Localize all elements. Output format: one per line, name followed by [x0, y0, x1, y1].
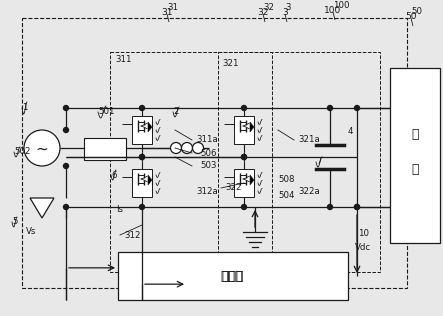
Bar	[110, 52, 272, 272]
Text: 501: 501	[98, 107, 114, 117]
Text: 32: 32	[257, 8, 269, 17]
Bar	[132, 169, 152, 197]
Text: 1: 1	[22, 104, 27, 112]
Text: 10: 10	[358, 228, 369, 238]
Text: 100: 100	[333, 2, 350, 10]
Text: 31: 31	[161, 8, 173, 17]
Text: 5: 5	[12, 217, 18, 227]
Text: 322: 322	[225, 184, 241, 192]
Circle shape	[354, 204, 360, 210]
Text: 506: 506	[200, 149, 217, 157]
Text: 312: 312	[124, 230, 140, 240]
Polygon shape	[250, 122, 254, 132]
Text: 7: 7	[316, 157, 322, 167]
Polygon shape	[148, 122, 152, 132]
Circle shape	[354, 106, 360, 111]
Text: 311a: 311a	[196, 136, 218, 144]
Text: 312a: 312a	[196, 187, 218, 197]
Text: 321a: 321a	[298, 136, 320, 144]
Bar	[118, 252, 348, 300]
Bar	[390, 68, 440, 243]
Circle shape	[193, 143, 203, 154]
Circle shape	[63, 204, 69, 210]
Text: 50: 50	[411, 8, 422, 16]
Bar	[84, 138, 126, 160]
Circle shape	[182, 143, 193, 154]
Bar	[132, 116, 152, 144]
Circle shape	[63, 127, 69, 132]
Text: 322a: 322a	[298, 187, 320, 197]
Text: Vs: Vs	[26, 228, 36, 236]
Circle shape	[63, 106, 69, 111]
Text: 4: 4	[348, 127, 354, 137]
Text: 508: 508	[278, 175, 295, 185]
Text: 载: 载	[411, 163, 419, 176]
Bar	[234, 116, 254, 144]
Text: 控制部: 控制部	[221, 270, 243, 283]
Text: 311: 311	[115, 56, 132, 64]
Text: 503: 503	[200, 161, 217, 171]
Circle shape	[241, 204, 246, 210]
Circle shape	[327, 106, 333, 111]
Text: 控制部: 控制部	[222, 270, 244, 283]
Circle shape	[140, 204, 144, 210]
Circle shape	[171, 143, 182, 154]
Polygon shape	[30, 198, 54, 218]
Circle shape	[241, 155, 246, 160]
Text: 3: 3	[282, 8, 288, 17]
Circle shape	[354, 204, 360, 210]
Text: Is: Is	[116, 205, 123, 215]
Circle shape	[140, 155, 144, 160]
Text: 3: 3	[285, 3, 291, 13]
Text: 6: 6	[111, 171, 117, 179]
Text: 32: 32	[263, 3, 274, 13]
Text: 负: 负	[411, 128, 419, 141]
Text: 504: 504	[278, 191, 295, 200]
Text: 100: 100	[324, 6, 342, 15]
Circle shape	[241, 155, 246, 160]
Circle shape	[140, 106, 144, 111]
Bar	[22, 18, 407, 288]
Text: ~: ~	[35, 142, 48, 156]
Text: 2: 2	[173, 107, 179, 117]
Circle shape	[327, 204, 333, 210]
Circle shape	[140, 155, 144, 160]
Text: 31: 31	[167, 3, 178, 13]
Bar	[234, 169, 254, 197]
Circle shape	[63, 163, 69, 168]
Text: 502: 502	[14, 148, 31, 156]
Circle shape	[241, 106, 246, 111]
Circle shape	[24, 130, 60, 166]
Polygon shape	[148, 175, 152, 185]
Text: 50: 50	[405, 12, 417, 21]
Text: Vdc: Vdc	[355, 244, 371, 252]
Text: 321: 321	[222, 59, 238, 69]
Polygon shape	[250, 175, 254, 185]
Bar	[218, 52, 380, 272]
